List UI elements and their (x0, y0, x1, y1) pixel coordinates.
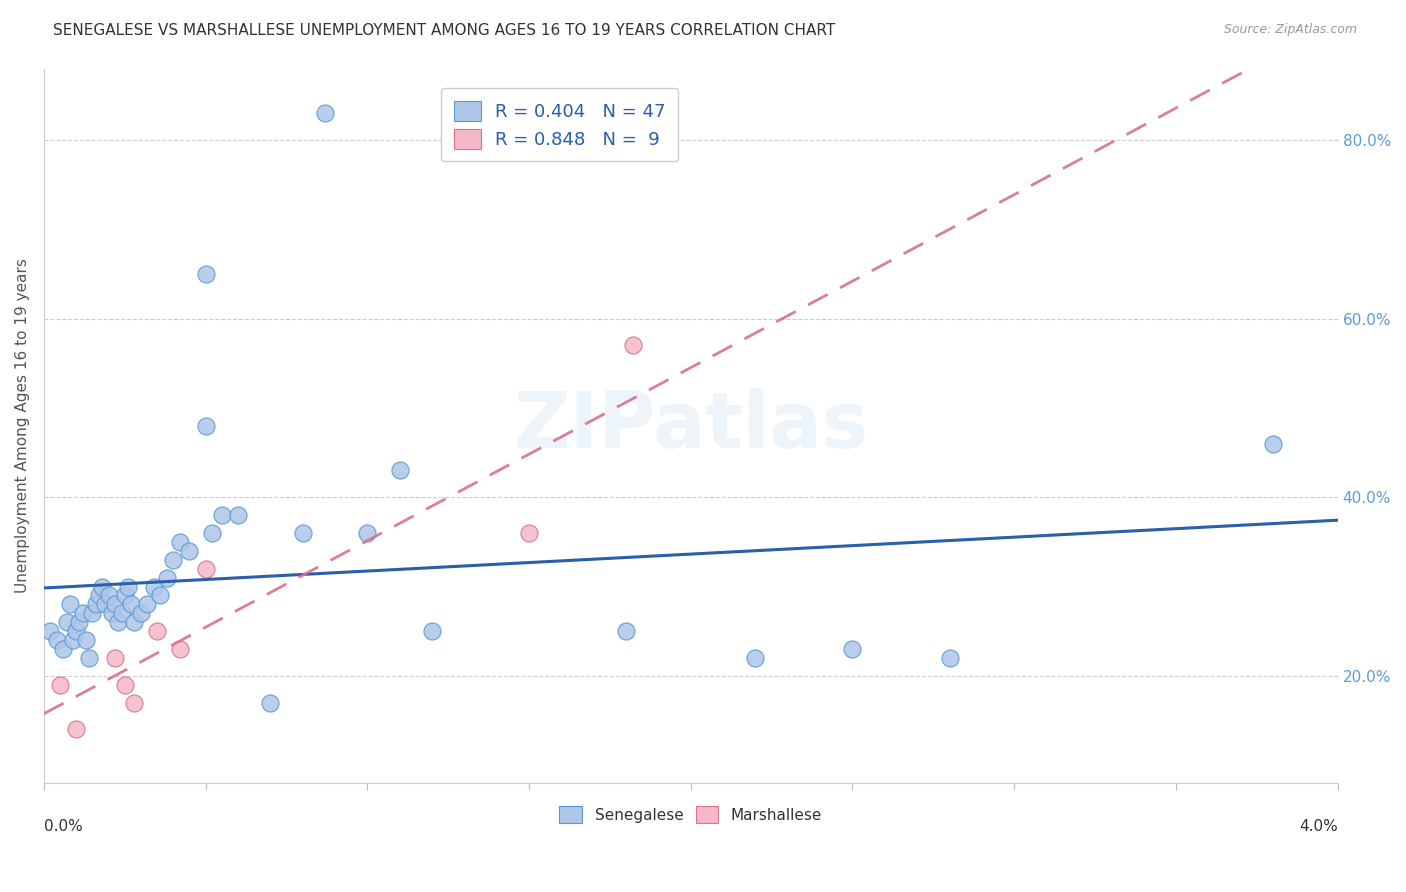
Point (169, 535, 191, 549)
Point (104, 598, 127, 612)
Point (124, 615, 146, 630)
Point (114, 678, 136, 692)
Point (517, 525, 540, 540)
Point (621, 338, 644, 352)
Point (101, 607, 124, 621)
Point (49, 678, 72, 692)
Point (87, 589, 110, 603)
Point (45, 633, 67, 648)
Point (356, 525, 378, 540)
Point (314, 106, 336, 120)
Point (136, 598, 159, 612)
Point (65, 723, 87, 737)
Point (59, 598, 82, 612)
Point (194, 418, 217, 433)
Point (162, 553, 184, 567)
Point (841, 642, 863, 657)
Point (146, 624, 169, 639)
Point (107, 615, 129, 630)
Point (388, 463, 411, 477)
Point (97, 589, 120, 603)
Point (129, 607, 152, 621)
Point (156, 571, 179, 585)
Text: ZIPatlas: ZIPatlas (513, 388, 869, 464)
Point (291, 525, 314, 540)
Point (179, 544, 201, 558)
Point (201, 525, 224, 540)
Point (259, 696, 281, 710)
Point (614, 624, 637, 639)
Y-axis label: Unemployment Among Ages 16 to 19 years: Unemployment Among Ages 16 to 19 years (15, 259, 30, 593)
Point (69, 615, 91, 630)
Point (114, 589, 136, 603)
Point (91, 580, 114, 594)
Text: 4.0%: 4.0% (1299, 819, 1337, 834)
Point (39, 624, 62, 639)
Point (149, 589, 172, 603)
Point (211, 508, 233, 522)
Legend: Senegalese, Marshallese: Senegalese, Marshallese (554, 800, 828, 829)
Point (938, 651, 960, 665)
Point (420, 624, 443, 639)
Point (124, 696, 146, 710)
Point (84, 598, 107, 612)
Point (169, 642, 191, 657)
Text: Source: ZipAtlas.com: Source: ZipAtlas.com (1223, 23, 1357, 37)
Point (55, 615, 77, 630)
Point (52, 642, 75, 657)
Point (65, 624, 87, 639)
Point (226, 508, 249, 522)
Point (62, 633, 84, 648)
Point (82, 607, 104, 621)
Point (75, 633, 97, 648)
Point (94, 598, 117, 612)
Point (194, 562, 217, 576)
Point (120, 598, 142, 612)
Point (77, 651, 100, 665)
Point (110, 607, 132, 621)
Point (142, 580, 165, 594)
Point (1261, 436, 1284, 450)
Point (117, 580, 139, 594)
Text: SENEGALESE VS MARSHALLESE UNEMPLOYMENT AMONG AGES 16 TO 19 YEARS CORRELATION CHA: SENEGALESE VS MARSHALLESE UNEMPLOYMENT A… (53, 23, 835, 38)
Text: 0.0%: 0.0% (44, 819, 83, 834)
Point (72, 607, 94, 621)
Point (194, 267, 217, 281)
Point (104, 651, 127, 665)
Point (744, 651, 766, 665)
